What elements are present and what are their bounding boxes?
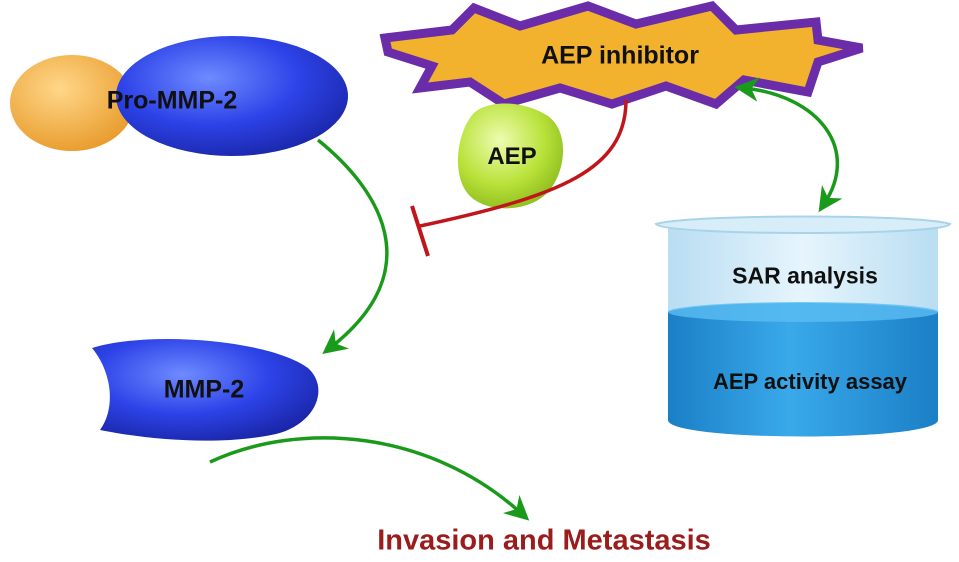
sar-analysis-label: SAR analysis xyxy=(732,262,878,289)
aep-shape xyxy=(457,103,564,209)
mmp2-label: MMP-2 xyxy=(163,375,245,404)
beaker xyxy=(654,215,952,437)
pro-mmp2-shape xyxy=(10,36,348,156)
activation-arrow xyxy=(316,138,389,355)
pro-mmp2-label: Pro-MMP-2 xyxy=(106,86,238,115)
mmp2-shape xyxy=(92,338,319,441)
aep-activity-assay-label: AEP activity assay xyxy=(712,369,908,394)
double-arrow xyxy=(734,77,843,213)
outcome-arrow xyxy=(209,436,530,521)
outcome-label: Invasion and Metastasis xyxy=(377,524,711,557)
aep-label: AEP xyxy=(487,143,537,170)
aep-inhibitor-label: AEP inhibitor xyxy=(541,41,699,70)
inhibition-bar xyxy=(410,205,430,257)
inhibition-line xyxy=(419,99,628,228)
